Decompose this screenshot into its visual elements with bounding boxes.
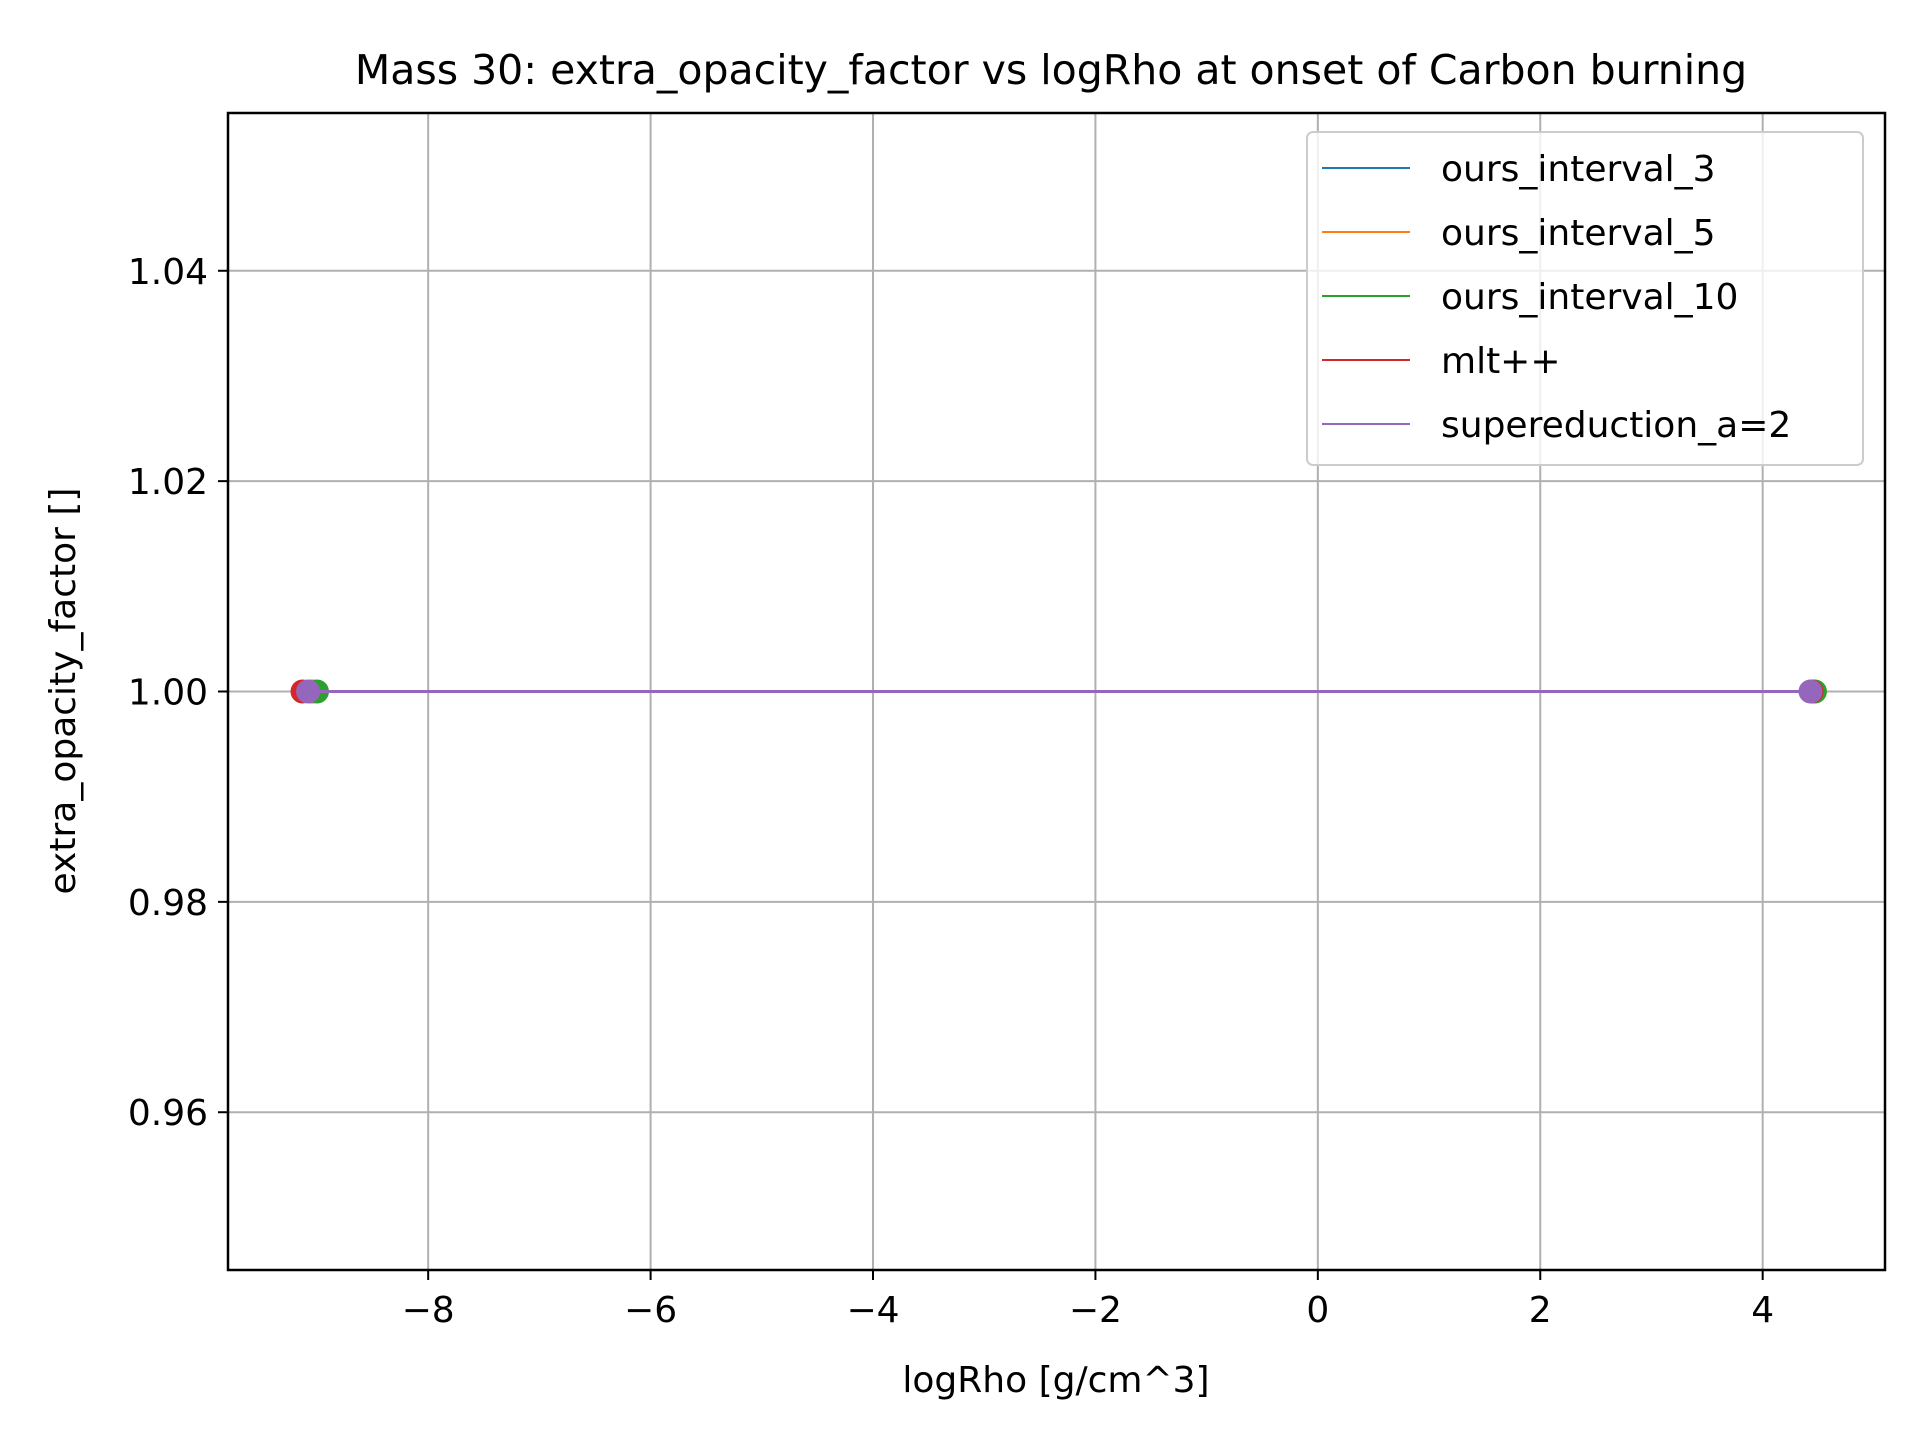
y-tick-label: 0.98 <box>128 883 208 924</box>
y-tick-label: 1.04 <box>128 252 208 293</box>
legend-item: ours_interval_5 <box>1322 213 1716 254</box>
x-tick-label: −6 <box>624 1290 677 1331</box>
x-tick-label: −8 <box>402 1290 455 1331</box>
y-tick-label: 1.02 <box>128 462 208 503</box>
legend-label: ours_interval_5 <box>1441 213 1716 254</box>
data-point <box>1798 679 1823 704</box>
legend-label: mlt++ <box>1441 341 1561 382</box>
chart-title: Mass 30: extra_opacity_factor vs logRho … <box>355 46 1747 94</box>
legend-box <box>1306 131 1864 466</box>
x-tick-label: −4 <box>846 1290 899 1331</box>
y-axis-ticks: 0.96 0.98 1.00 1.02 1.04 <box>128 252 228 1134</box>
legend-item: supereduction_a=2 <box>1322 405 1791 446</box>
x-axis-ticks: −8 −6 −4 −2 0 2 4 <box>402 1270 1774 1331</box>
legend: ours_interval_3 ours_interval_5 ours_inter… <box>1306 131 1864 466</box>
x-tick-label: −2 <box>1069 1290 1122 1331</box>
x-tick-label: 0 <box>1306 1290 1329 1331</box>
x-tick-label: 4 <box>1751 1290 1774 1331</box>
series-supereduction_a=2 <box>296 679 1823 704</box>
y-tick-label: 0.96 <box>128 1093 208 1134</box>
legend-item: ours_interval_3 <box>1322 149 1716 190</box>
legend-item: mlt++ <box>1322 341 1561 382</box>
y-axis-label: extra_opacity_factor [] <box>43 488 84 895</box>
legend-label: ours_interval_10 <box>1441 277 1738 318</box>
data-point <box>296 679 321 704</box>
legend-item: ours_interval_10 <box>1322 277 1738 318</box>
legend-label: ours_interval_3 <box>1441 149 1716 190</box>
x-tick-label: 2 <box>1529 1290 1552 1331</box>
y-tick-label: 1.00 <box>128 673 208 714</box>
legend-label: supereduction_a=2 <box>1441 405 1791 446</box>
x-axis-label: logRho [g/cm^3] <box>902 1360 1209 1401</box>
series-layer <box>290 679 1827 704</box>
